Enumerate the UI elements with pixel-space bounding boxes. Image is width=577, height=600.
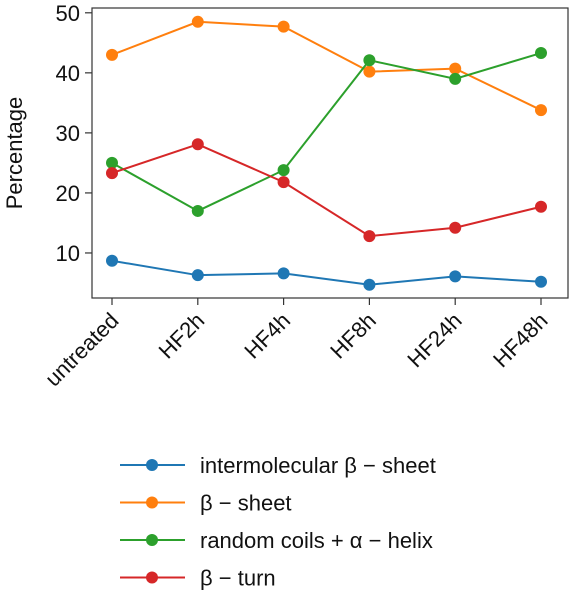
x-tick-label: HF4h bbox=[239, 308, 295, 364]
y-tick-label: 50 bbox=[56, 1, 80, 26]
data-point bbox=[449, 62, 462, 75]
legend-label: β − turn bbox=[200, 566, 276, 591]
data-point bbox=[449, 221, 462, 234]
series-line bbox=[111, 143, 542, 238]
y-tick-label: 10 bbox=[56, 241, 80, 266]
y-tick-label: 20 bbox=[56, 181, 80, 206]
data-point bbox=[106, 167, 118, 180]
x-tick-label: HF48h bbox=[488, 308, 552, 372]
y-tick-label: 40 bbox=[56, 61, 80, 86]
x-tick-label: HF24h bbox=[402, 308, 466, 372]
data-point bbox=[277, 176, 290, 189]
series-line bbox=[111, 52, 542, 213]
data-point bbox=[363, 65, 376, 78]
data-point bbox=[106, 48, 118, 61]
data-point bbox=[191, 138, 204, 151]
legend-marker bbox=[146, 534, 158, 546]
data-point bbox=[191, 269, 204, 282]
data-point bbox=[277, 164, 290, 177]
x-tick-label: untreated bbox=[40, 308, 123, 391]
data-point bbox=[106, 156, 118, 169]
data-point bbox=[535, 275, 547, 288]
legend-label: β − sheet bbox=[200, 491, 292, 516]
data-point bbox=[277, 20, 290, 33]
legend-marker bbox=[146, 496, 158, 509]
data-point bbox=[535, 104, 547, 117]
data-point bbox=[363, 230, 376, 243]
x-tick-label: HF2h bbox=[154, 308, 210, 364]
data-point bbox=[535, 47, 547, 60]
data-point bbox=[363, 278, 376, 291]
data-point bbox=[277, 267, 290, 280]
data-point bbox=[191, 204, 204, 217]
y-axis-label: Percentage bbox=[2, 97, 27, 210]
x-tick-label: HF8h bbox=[325, 308, 381, 364]
data-point bbox=[191, 15, 204, 28]
legend-marker bbox=[146, 571, 158, 584]
data-point bbox=[535, 200, 547, 213]
plot-frame bbox=[91, 7, 569, 299]
data-point bbox=[449, 270, 462, 283]
y-tick-label: 30 bbox=[56, 121, 80, 146]
data-point bbox=[106, 254, 118, 267]
data-point bbox=[449, 72, 462, 85]
series-line bbox=[111, 259, 542, 286]
legend-marker bbox=[146, 459, 158, 471]
data-point bbox=[363, 54, 376, 67]
legend-label: random coils + α − helix bbox=[200, 528, 433, 553]
series-line bbox=[111, 20, 542, 111]
legend-label: intermolecular β − sheet bbox=[200, 453, 436, 478]
